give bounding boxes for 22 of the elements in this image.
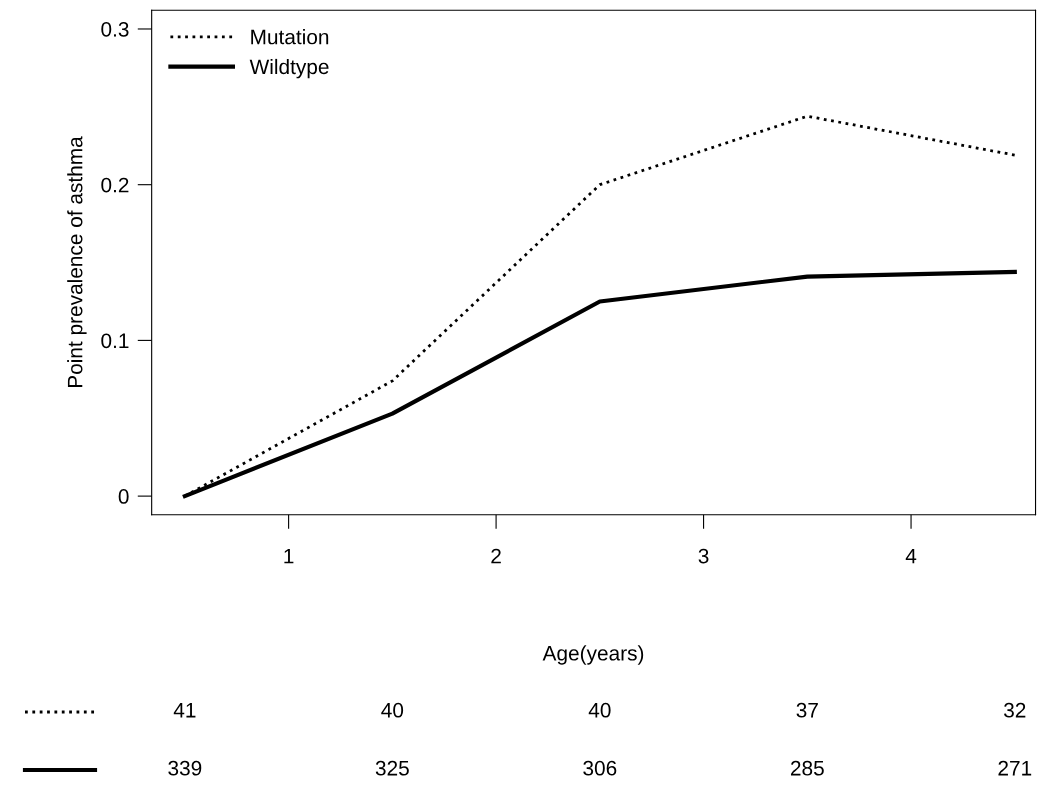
text: 306 bbox=[583, 760, 617, 776]
x-tick-label: 2 bbox=[491, 548, 501, 564]
text: 325 bbox=[375, 760, 409, 776]
x-axis-title: Age(years) bbox=[542, 645, 644, 665]
legend-label: Wildtype bbox=[249, 58, 329, 79]
text: 339 bbox=[168, 760, 202, 776]
y-tick-label: 0.3 bbox=[101, 21, 129, 37]
x-tick-label: 1 bbox=[284, 548, 294, 564]
text: 37 bbox=[796, 702, 818, 718]
y-axis-title: Point prevalence of asthma bbox=[67, 136, 87, 388]
y-tick-label: 0.1 bbox=[101, 333, 129, 349]
text: 271 bbox=[998, 760, 1032, 776]
x-tick-label: 4 bbox=[905, 548, 917, 564]
text: 40 bbox=[381, 702, 404, 718]
text: 32 bbox=[1004, 702, 1026, 718]
x-tick-label: 3 bbox=[698, 548, 709, 564]
legend-label: Mutation bbox=[251, 29, 329, 45]
y-tick-label: 0.2 bbox=[101, 177, 129, 193]
text: 41 bbox=[173, 703, 196, 718]
y-tick-label: 0 bbox=[118, 489, 129, 504]
text: 285 bbox=[790, 760, 824, 776]
text: 40 bbox=[588, 702, 611, 718]
